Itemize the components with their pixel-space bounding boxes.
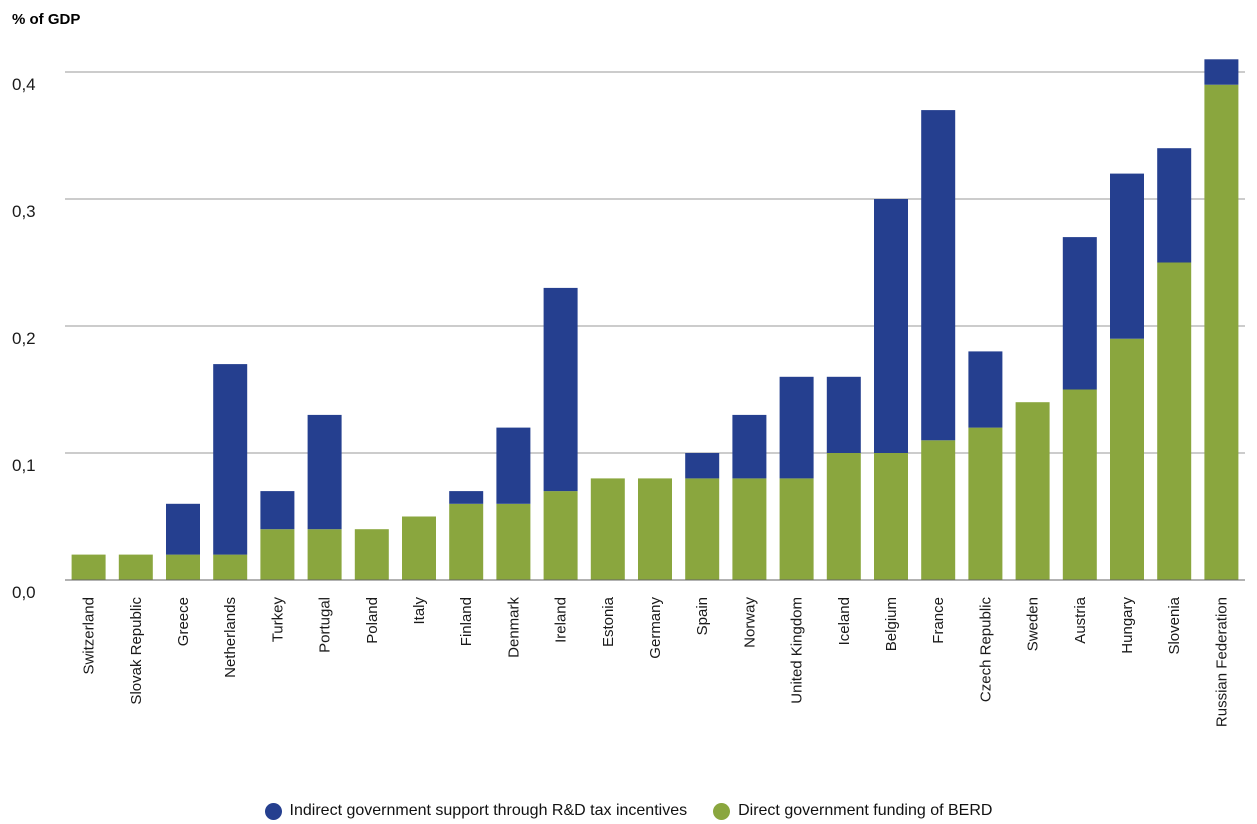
legend: Indirect government support through R&D … <box>0 802 1257 820</box>
bar-direct-funding <box>1015 402 1050 580</box>
legend-item-indirect: Indirect government support through R&D … <box>264 802 688 820</box>
y-tick-label: 0,4 <box>12 75 36 94</box>
bar-tax-incentives <box>496 427 531 504</box>
x-tick-label: Poland <box>364 597 381 644</box>
bar-tax-incentives <box>685 453 720 479</box>
x-tick-label: Estonia <box>600 596 617 647</box>
x-tick-label: Norway <box>741 597 758 648</box>
x-tick-label: Switzerland <box>81 597 98 675</box>
bar-direct-funding <box>968 427 1003 580</box>
x-tick-label: Finland <box>458 597 475 646</box>
x-tick-label: Turkey <box>269 597 286 643</box>
bar-tax-incentives <box>874 199 908 453</box>
bar-direct-funding <box>638 478 672 580</box>
x-tick-label: Ireland <box>553 597 570 643</box>
bar-direct-funding <box>354 529 389 580</box>
bar-direct-funding <box>449 503 484 580</box>
bar-direct-funding <box>590 478 625 580</box>
bar-tax-incentives <box>1204 59 1239 85</box>
legend-swatch-indirect <box>264 802 282 820</box>
bar-tax-incentives <box>213 364 248 555</box>
x-tick-label: Slovenia <box>1166 596 1183 654</box>
x-tick-label: Netherlands <box>222 597 239 678</box>
y-axis-label: % of GDP <box>12 11 80 28</box>
legend-swatch-direct <box>713 802 731 820</box>
bar-tax-incentives <box>449 491 484 504</box>
bar-tax-incentives <box>779 376 814 479</box>
x-tick-label: Iceland <box>836 597 853 645</box>
x-tick-label: Hungary <box>1119 597 1136 654</box>
bar-direct-funding <box>826 453 861 580</box>
bar-direct-funding <box>874 453 908 580</box>
bar-direct-funding <box>685 478 720 580</box>
bar-direct-funding <box>166 554 200 580</box>
y-tick-label: 0,3 <box>12 202 36 221</box>
legend-label-direct: Direct government funding of BERD <box>738 802 993 819</box>
x-tick-label: Germany <box>647 597 664 659</box>
x-tick-label: Portugal <box>317 597 334 653</box>
bar-tax-incentives <box>921 110 956 441</box>
bar-direct-funding <box>1157 262 1192 580</box>
y-tick-label: 0,1 <box>12 456 36 475</box>
bar-tax-incentives <box>1062 237 1097 390</box>
bar-direct-funding <box>402 516 436 580</box>
bar-tax-incentives <box>307 414 342 530</box>
bar-tax-incentives <box>732 414 767 479</box>
bar-direct-funding <box>260 529 295 580</box>
x-tick-label: Austria <box>1072 596 1089 643</box>
bar-direct-funding <box>732 478 767 580</box>
bar-direct-funding <box>71 554 106 580</box>
bar-direct-funding <box>118 554 153 580</box>
x-tick-label: Slovak Republic <box>128 597 145 705</box>
bar-direct-funding <box>1204 84 1239 580</box>
x-tick-label: Spain <box>694 597 711 635</box>
x-tick-label: Sweden <box>1025 597 1042 651</box>
bar-direct-funding <box>307 529 342 580</box>
x-tick-label: Belgium <box>883 597 900 651</box>
bar-direct-funding <box>921 440 956 580</box>
bar-direct-funding <box>213 554 248 580</box>
x-tick-label: Czech Republic <box>977 597 994 703</box>
y-tick-label: 0,2 <box>12 329 36 348</box>
x-tick-label: Denmark <box>505 597 522 658</box>
bar-direct-funding <box>543 491 578 580</box>
x-tick-label: France <box>930 597 947 644</box>
x-tick-label: Greece <box>175 597 192 646</box>
legend-item-direct: Direct government funding of BERD <box>713 802 992 820</box>
bar-tax-incentives <box>826 376 861 453</box>
x-tick-label: Italy <box>411 597 428 625</box>
bar-tax-incentives <box>1157 148 1192 263</box>
bar-tax-incentives <box>968 351 1003 428</box>
bar-direct-funding <box>779 478 814 580</box>
bar-direct-funding <box>1062 389 1097 580</box>
bar-tax-incentives <box>1110 173 1144 339</box>
bar-chart-svg: % of GDP 0,0 0,1 0,2 0,3 0,4 Switzerland Slovak… <box>12 11 1245 727</box>
bar-direct-funding <box>1110 338 1144 580</box>
bar-tax-incentives <box>260 491 295 530</box>
bar-tax-incentives <box>166 503 200 555</box>
x-tick-label: United Kingdom <box>789 597 806 704</box>
x-tick-label: Russian Federation <box>1213 597 1230 727</box>
bar-tax-incentives <box>543 287 578 492</box>
bar-direct-funding <box>496 503 531 580</box>
legend-label-indirect: Indirect government support through R&D … <box>289 802 688 819</box>
y-tick-label: 0,0 <box>12 583 36 602</box>
